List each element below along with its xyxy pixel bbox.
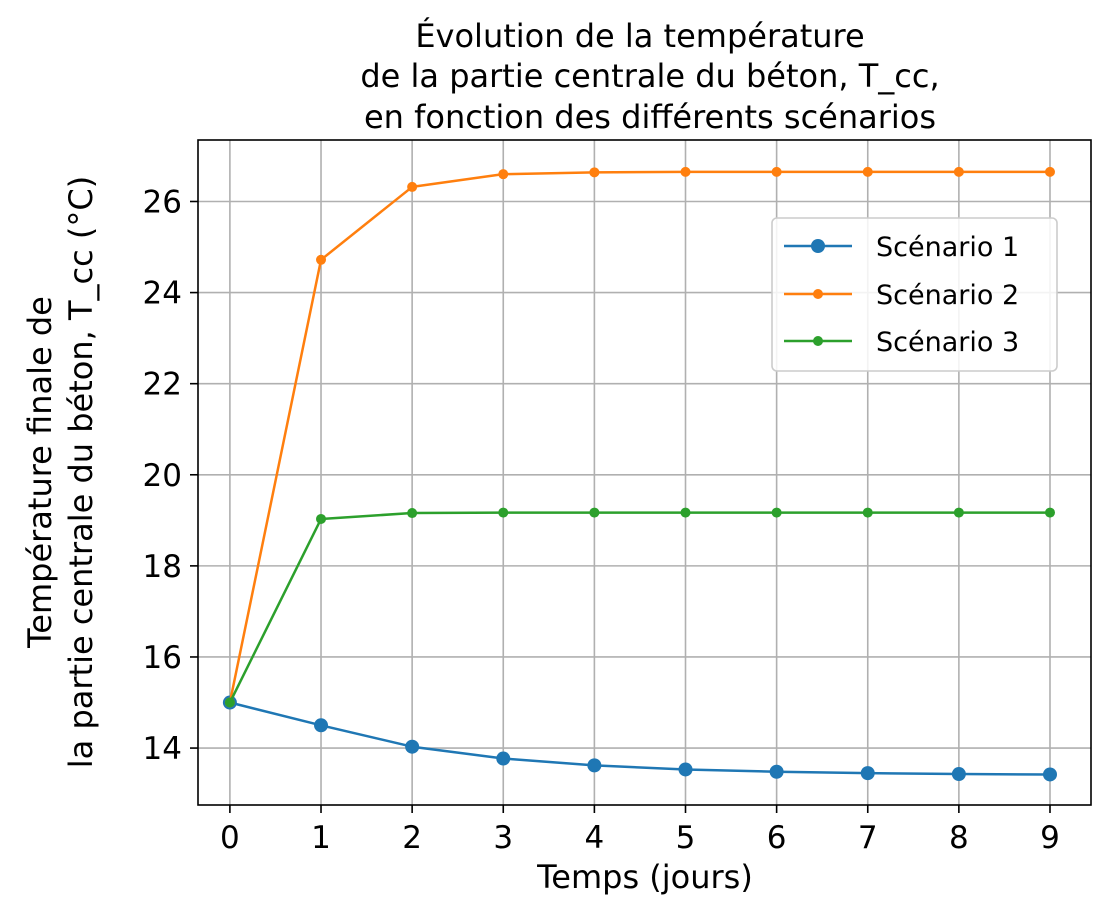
series-line-scenario-2 (228, 170, 1050, 703)
y-tick-label: 16 (143, 640, 182, 676)
x-tick-label: 2 (402, 820, 422, 856)
series-scenario-1 (222, 695, 1057, 782)
data-point-scenario-3 (589, 507, 600, 518)
data-point-scenario-2 (407, 181, 418, 192)
data-point-scenario-1 (769, 764, 784, 779)
data-point-scenario-3 (407, 508, 418, 519)
legend-item-scenario-1: Scénario 1 (784, 232, 1019, 263)
x-tick-label: 8 (949, 820, 969, 856)
series-scenario-2 (224, 166, 1055, 708)
plot-series (222, 166, 1057, 782)
legend-item-scenario-3: Scénario 3 (784, 327, 1019, 358)
data-point-scenario-1 (678, 762, 693, 777)
legend-item-scenario-2: Scénario 2 (784, 280, 1019, 311)
x-tick-label: 1 (311, 820, 331, 856)
y-tick-label: 26 (143, 184, 182, 220)
data-point-scenario-2 (862, 166, 873, 177)
grid (198, 140, 1091, 805)
y-axis-label-line-1: Température finale de (21, 296, 59, 649)
x-tick-label: 9 (1040, 820, 1060, 856)
x-tick-label: 0 (220, 820, 240, 856)
legend-marker-scenario-1 (811, 239, 825, 253)
y-tick-label: 24 (143, 276, 182, 312)
chart-title-line-2: de la partie centrale du béton, T_cc, (360, 57, 939, 95)
series-scenario-3 (224, 507, 1055, 708)
data-point-scenario-1 (1042, 767, 1057, 782)
data-point-scenario-1 (587, 758, 602, 773)
data-point-scenario-1 (860, 766, 875, 781)
y-axis-label-line-2: la partie centrale du béton, T_cc (°C) (62, 176, 100, 768)
series-line-scenario-3 (228, 511, 1050, 704)
data-point-scenario-2 (589, 167, 600, 178)
data-point-scenario-1 (496, 751, 511, 766)
x-tick-label: 6 (767, 820, 787, 856)
x-tick-label: 4 (585, 820, 605, 856)
data-point-scenario-2 (498, 169, 509, 180)
data-point-scenario-1 (951, 767, 966, 782)
legend-box (771, 217, 1058, 372)
data-point-scenario-3 (862, 507, 873, 518)
data-point-scenario-3 (316, 513, 327, 524)
x-axis-label: Temps (jours) (536, 858, 753, 896)
data-point-scenario-2 (771, 166, 782, 177)
x-tick-label: 3 (493, 820, 513, 856)
series-line-scenario-1 (229, 701, 1051, 776)
x-tick-label: 7 (858, 820, 878, 856)
chart-title-line-1: Évolution de la température (415, 17, 864, 55)
data-point-scenario-3 (680, 507, 691, 518)
legend-marker-scenario-2 (813, 289, 823, 299)
plot-frame (197, 139, 1092, 806)
data-point-scenario-2 (953, 166, 964, 177)
chart-title-line-3: en fonction des différents scénarios (364, 98, 936, 136)
data-point-scenario-3 (771, 507, 782, 518)
data-point-scenario-2 (316, 254, 327, 265)
legend-label-scenario-1: Scénario 1 (876, 232, 1019, 263)
data-point-scenario-1 (314, 718, 329, 733)
x-tick-label: 5 (676, 820, 696, 856)
data-point-scenario-3 (953, 507, 964, 518)
y-tick-label: 18 (143, 549, 182, 585)
legend: Scénario 1 Scénario 2 Scénario 3 (771, 217, 1058, 372)
axis-ticks: 0 1 2 3 4 5 6 7 8 9 14 16 18 20 22 24 26 (143, 184, 1060, 856)
data-point-scenario-3 (498, 507, 509, 518)
legend-marker-scenario-3 (813, 336, 823, 346)
legend-label-scenario-2: Scénario 2 (876, 280, 1019, 311)
y-tick-label: 14 (143, 731, 182, 767)
data-point-scenario-2 (680, 166, 691, 177)
legend-label-scenario-3: Scénario 3 (876, 327, 1019, 358)
y-tick-label: 20 (143, 458, 182, 494)
data-point-scenario-1 (405, 739, 420, 754)
y-tick-label: 22 (143, 367, 182, 403)
data-point-scenario-2 (1044, 166, 1055, 177)
data-point-scenario-3 (1044, 507, 1055, 518)
data-point-scenario-3 (224, 697, 235, 708)
